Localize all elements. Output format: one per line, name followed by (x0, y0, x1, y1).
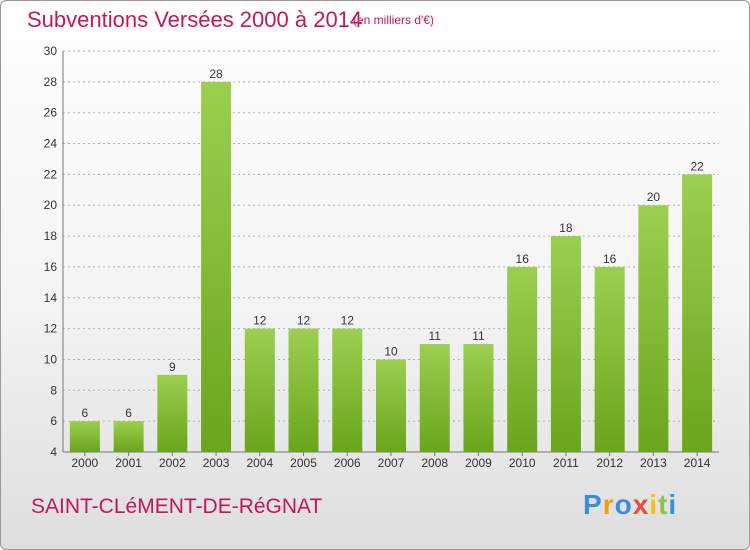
data-label: 22 (690, 159, 704, 173)
data-label: 11 (428, 329, 441, 343)
y-tick-label: 26 (44, 106, 58, 120)
y-tick-label: 8 (50, 383, 57, 397)
logo-letter: x (632, 489, 650, 520)
x-tick-label: 2004 (246, 456, 273, 470)
data-label: 10 (384, 344, 398, 358)
y-tick-label: 14 (44, 291, 58, 305)
bar (157, 374, 188, 452)
bar (550, 236, 581, 452)
bar (201, 81, 232, 452)
x-tick-label: 2010 (509, 456, 536, 470)
logo-letter: P (583, 489, 603, 520)
x-tick-label: 2005 (290, 456, 317, 470)
x-tick-label: 2009 (465, 456, 492, 470)
x-tick-label: 2000 (72, 456, 99, 470)
bar (682, 174, 713, 452)
data-label: 12 (297, 314, 311, 328)
y-tick-label: 6 (50, 414, 57, 428)
logo-letter: i (668, 489, 678, 520)
data-label: 12 (253, 314, 267, 328)
x-tick-label: 2007 (378, 456, 405, 470)
data-label: 20 (647, 190, 661, 204)
town-name: SAINT-CLéMENT-DE-RéGNAT (31, 495, 323, 518)
bar (332, 328, 363, 452)
data-label: 9 (169, 360, 176, 374)
bar (288, 328, 319, 452)
y-tick-label: 4 (50, 445, 57, 459)
x-tick-label: 2002 (159, 456, 186, 470)
y-tick-label: 10 (44, 352, 58, 366)
data-label: 16 (516, 252, 530, 266)
x-tick-label: 2011 (553, 456, 579, 470)
bar (638, 205, 669, 452)
x-tick-label: 2013 (640, 456, 667, 470)
bar (244, 328, 275, 452)
y-tick-label: 28 (44, 75, 58, 89)
logo-letter: o (614, 489, 633, 520)
bar (594, 266, 625, 452)
logo-letter: i (649, 489, 659, 520)
y-tick-label: 12 (44, 322, 58, 336)
bar (507, 266, 538, 452)
x-tick-label: 2001 (115, 456, 142, 470)
data-label: 11 (472, 329, 485, 343)
bar (376, 359, 406, 452)
y-tick-label: 22 (44, 167, 58, 181)
x-tick-label: 2012 (596, 456, 623, 470)
logo-letter: r (602, 489, 615, 520)
x-tick-label: 2008 (421, 456, 448, 470)
bar (463, 344, 494, 452)
x-tick-label: 2003 (203, 456, 230, 470)
bar (113, 421, 144, 452)
data-label: 12 (341, 314, 355, 328)
data-label: 6 (82, 406, 89, 420)
x-tick-label: 2006 (334, 456, 361, 470)
bar (419, 344, 450, 452)
chart-subtitle: (en milliers d'€) (353, 13, 434, 27)
y-tick-label: 16 (44, 260, 58, 274)
x-tick-label: 2014 (684, 456, 711, 470)
data-label: 28 (209, 67, 223, 81)
bar (69, 421, 100, 452)
data-label: 18 (559, 221, 573, 235)
y-tick-label: 24 (44, 137, 58, 151)
logo-letter: t (658, 489, 669, 520)
chart-title: Subventions Versées 2000 à 2014 (27, 7, 363, 32)
y-tick-label: 20 (44, 198, 58, 212)
data-label: 16 (603, 252, 617, 266)
proxiti-logo: Proxiti (583, 489, 677, 521)
data-label: 6 (125, 406, 132, 420)
y-tick-label: 30 (44, 44, 58, 58)
y-tick-label: 18 (44, 229, 58, 243)
